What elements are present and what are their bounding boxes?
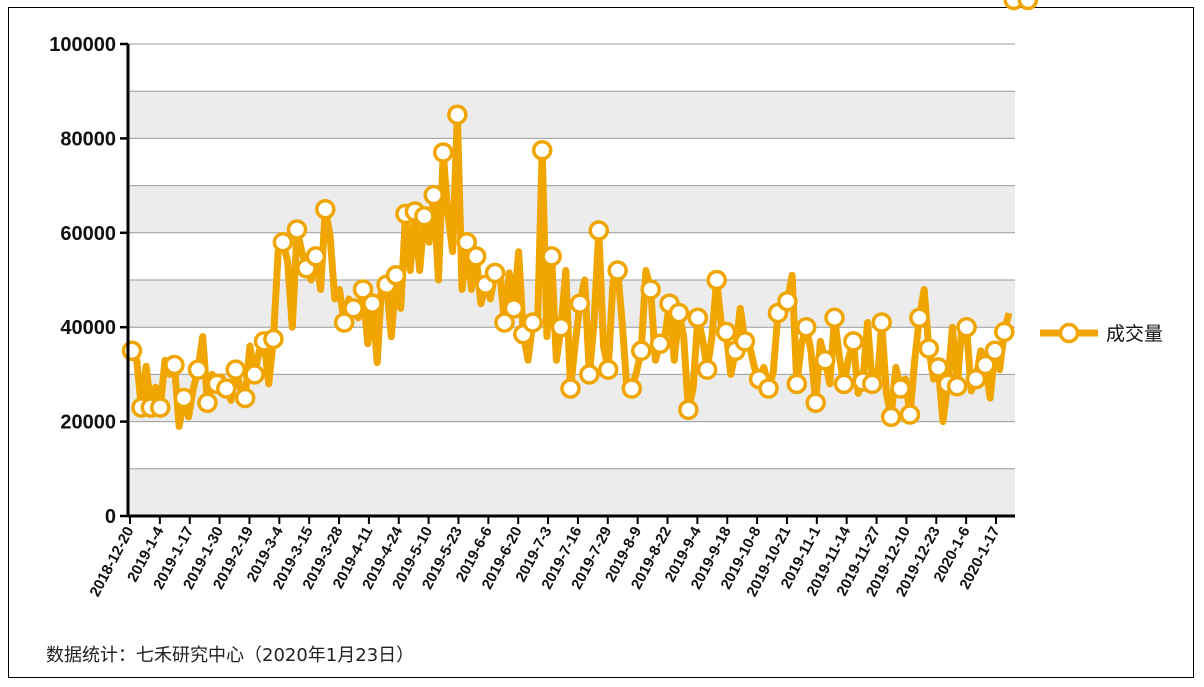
data-point	[164, 354, 185, 376]
data-point	[305, 246, 327, 267]
data-point	[621, 378, 643, 399]
grid-lines	[128, 43, 1015, 470]
data-point	[333, 312, 355, 333]
data-point	[984, 340, 1006, 362]
data-point	[494, 312, 515, 333]
y-tick-label: 0	[105, 506, 116, 528]
plot-band	[128, 232, 1015, 280]
data-point	[272, 231, 294, 253]
data-point	[197, 392, 218, 413]
data-point	[814, 349, 836, 371]
data-point	[150, 397, 171, 418]
data-point	[503, 298, 525, 319]
data-point	[734, 331, 756, 352]
data-point	[187, 359, 209, 380]
data-point	[531, 139, 553, 161]
data-point	[423, 184, 445, 206]
x-tick-label: 2018-12-20	[86, 524, 137, 600]
plot-band	[128, 185, 1015, 233]
y-axis-ticks: 0 20000 40000 60000 80000 100000	[49, 34, 128, 528]
data-point	[432, 142, 454, 163]
data-point	[918, 338, 940, 359]
data-point	[343, 298, 364, 319]
data-point	[715, 321, 737, 343]
data-point	[465, 246, 487, 267]
data-point	[352, 279, 374, 300]
data-point	[843, 331, 864, 352]
data-point	[234, 387, 256, 409]
series-markers	[121, 0, 1039, 428]
data-point	[569, 293, 591, 314]
data-point	[362, 293, 383, 314]
data-point	[649, 333, 671, 354]
data-point	[880, 406, 902, 428]
chart-frame	[8, 7, 1194, 678]
data-point	[909, 307, 930, 329]
data-point	[928, 357, 949, 378]
data-point	[796, 316, 817, 338]
data-point	[630, 340, 652, 362]
legend-label: 成交量	[1106, 323, 1163, 345]
plot-band	[128, 44, 1015, 92]
data-point	[484, 262, 506, 284]
data-point	[414, 206, 435, 227]
data-point	[706, 269, 727, 291]
source-note: 数据统计：七禾研究中心（2020年1月23日）	[46, 645, 415, 666]
y-tick-label: 60000	[60, 223, 116, 245]
data-point	[899, 404, 921, 425]
data-point	[946, 375, 968, 397]
data-point	[833, 373, 855, 395]
data-point	[678, 399, 699, 421]
data-point	[805, 392, 826, 413]
data-point	[286, 219, 308, 240]
plot-band	[128, 421, 1015, 469]
data-point	[965, 368, 987, 390]
data-point	[824, 307, 845, 329]
data-point	[956, 316, 977, 338]
data-point	[588, 220, 610, 241]
data-point	[173, 387, 195, 409]
data-point	[777, 290, 798, 312]
data-point	[550, 316, 572, 338]
data-point	[758, 378, 779, 399]
data-point	[862, 373, 883, 395]
data-point	[994, 321, 1015, 343]
plot-band	[128, 468, 1015, 516]
legend-marker	[1058, 322, 1080, 344]
y-tick-label: 20000	[60, 412, 116, 434]
plot-band	[128, 91, 1015, 139]
y-tick-label: 40000	[60, 317, 116, 339]
data-point	[385, 265, 407, 286]
data-point	[668, 302, 690, 324]
data-point	[216, 378, 237, 399]
data-point	[1017, 0, 1039, 11]
data-point	[225, 359, 246, 380]
data-point	[541, 246, 562, 267]
data-point	[640, 279, 661, 300]
data-point	[456, 231, 478, 253]
data-point	[696, 359, 718, 380]
data-point	[121, 340, 143, 362]
y-tick-label: 80000	[60, 128, 116, 150]
data-point	[786, 373, 808, 395]
data-point	[579, 364, 600, 385]
data-point	[597, 359, 619, 380]
data-point	[871, 312, 892, 333]
y-tick-label: 100000	[49, 34, 116, 56]
data-point	[607, 260, 628, 281]
x-axis-ticks: 2018-12-202019-1-42019-1-172019-1-302019…	[86, 516, 1004, 600]
data-point	[244, 364, 265, 385]
axes	[126, 44, 1015, 518]
data-point	[315, 198, 336, 220]
data-point	[560, 378, 581, 399]
data-point	[263, 328, 284, 350]
data-point	[447, 104, 468, 126]
data-point	[975, 354, 996, 376]
plot-band	[128, 138, 1015, 186]
data-point	[687, 307, 709, 329]
data-point	[522, 312, 544, 333]
legend: 成交量	[1040, 322, 1163, 345]
data-point	[890, 378, 911, 399]
